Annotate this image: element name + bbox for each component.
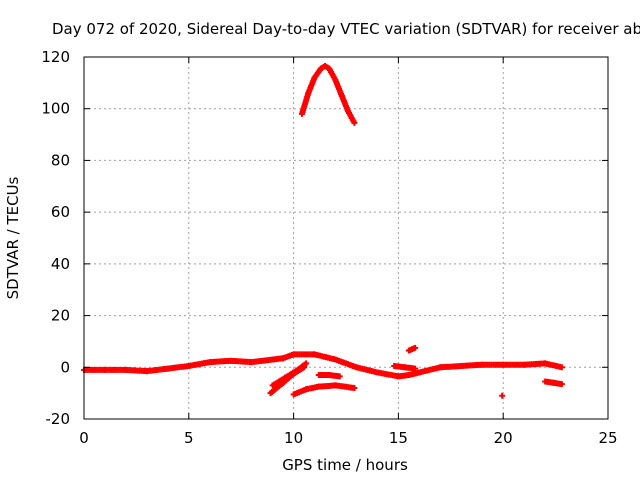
data-point: [412, 344, 419, 351]
x-tick-label: 10: [284, 429, 303, 447]
x-axis-label: GPS time / hours: [282, 456, 408, 474]
data-point: [558, 364, 565, 371]
y-tick-label: 40: [51, 255, 70, 273]
data-point: [558, 381, 565, 388]
y-tick-label: 60: [51, 203, 70, 221]
data-point: [303, 360, 310, 367]
y-tick-label: -20: [46, 410, 71, 428]
y-tick-label: 20: [51, 307, 70, 325]
grid: [84, 57, 608, 419]
data-point: [412, 365, 419, 372]
x-tick-label: 5: [184, 429, 194, 447]
data-point: [499, 392, 506, 399]
series-baseline: [81, 351, 565, 380]
y-tick-label: 120: [41, 48, 70, 66]
chart-title: Day 072 of 2020, Sidereal Day-to-day VTE…: [52, 20, 640, 38]
y-tick-label: 0: [60, 358, 70, 376]
data-point: [336, 373, 343, 380]
y-axis-label: SDTVAR / TECUs: [4, 176, 22, 299]
y-tick-label: 80: [51, 151, 70, 169]
series-arc: [298, 63, 358, 126]
data-point: [351, 119, 358, 126]
x-tick-label: 0: [79, 429, 89, 447]
series-isolated: [499, 392, 506, 399]
series-lower-tracks: [267, 344, 565, 398]
data-point: [351, 384, 358, 391]
data-points: [81, 63, 565, 399]
y-tick-label: 100: [41, 100, 70, 118]
x-tick-label: 25: [598, 429, 617, 447]
plot-frame: [83, 56, 609, 420]
x-tick-label: 20: [494, 429, 513, 447]
ticks: 0 5 10 15 20 25 -20 0 20 40 60 80 100 120: [41, 48, 617, 447]
x-tick-label: 15: [389, 429, 408, 447]
